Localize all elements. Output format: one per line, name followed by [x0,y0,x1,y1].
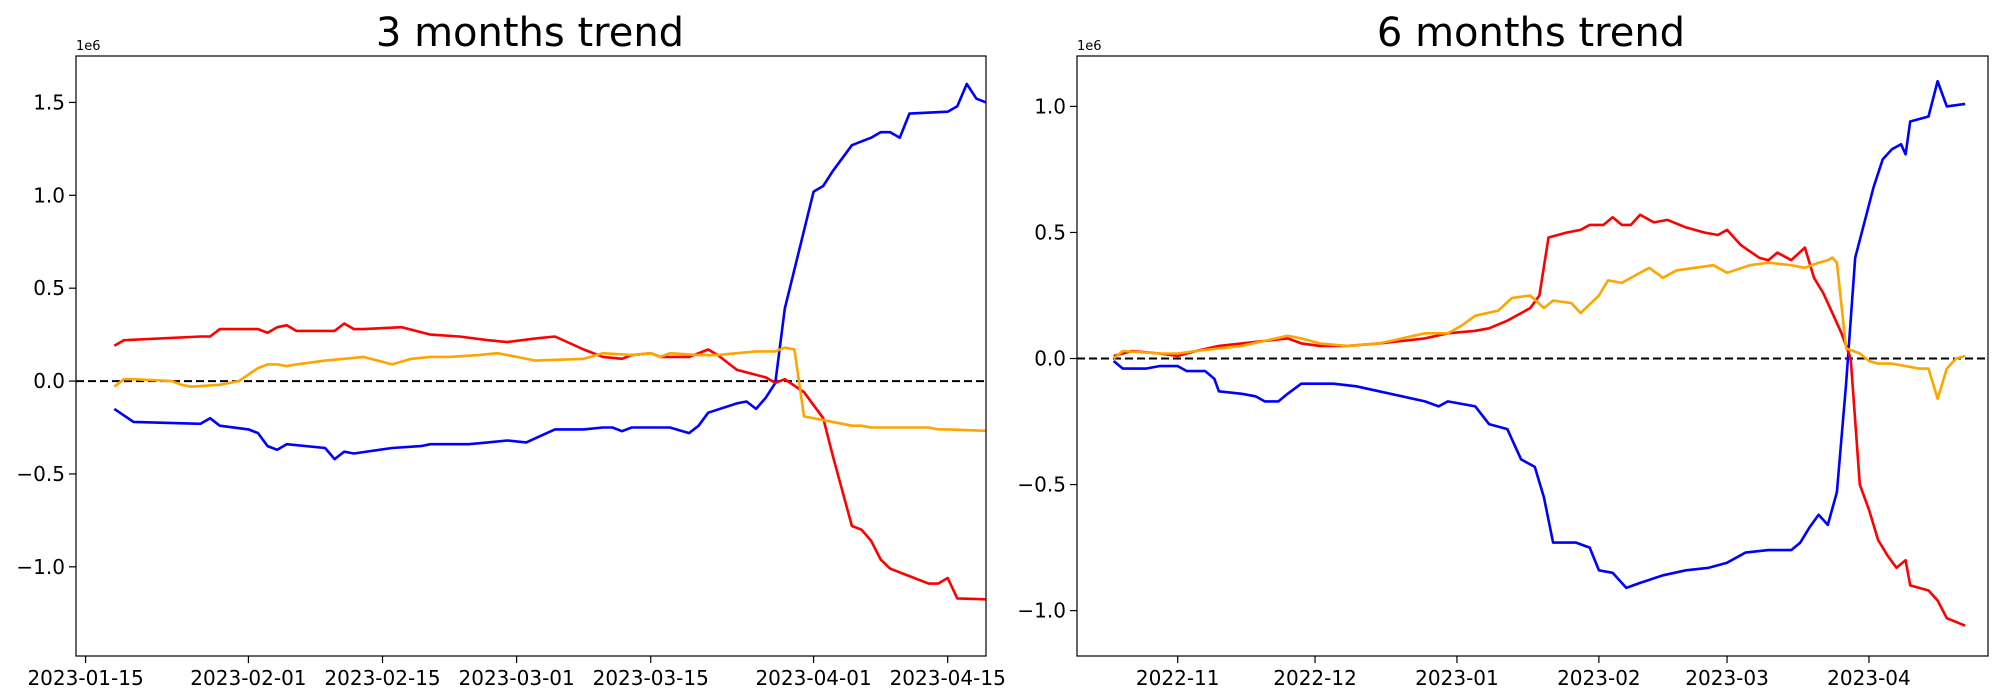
x-tick-label: 2023-04-15 [890,666,1006,690]
y-tick-label: 1.0 [33,183,65,207]
x-tick-label: 2023-03-15 [593,666,709,690]
y-tick-label: 0.5 [1034,220,1066,244]
plot-area: −1.0 −0.5 0.0 0.5 1.0 2022-11 2022-12 2023-01 20… [1017,55,1989,690]
x-tick-label: 2023-03-01 [459,666,575,690]
plot-frame [1076,55,1989,657]
y-tick-label: −1.0 [1017,599,1066,623]
series-line-3 [113,346,986,433]
y-tick-label: −0.5 [1017,473,1066,497]
y-tick-label: 1.5 [33,90,65,114]
x-tick-label: 2023-01 [1415,666,1499,690]
x-tick-label: 2023-03 [1685,666,1769,690]
series-line-1 [1112,79,1966,590]
y-tick-label: −1.0 [16,555,65,579]
y-tick-label: −0.5 [16,462,65,486]
x-tick-label: 2023-02 [1557,666,1641,690]
series-line-2 [113,322,986,601]
y-offset-label: 1e6 [1077,39,1102,54]
x-tick-label: 2022-11 [1136,666,1220,690]
x-tick-label: 2023-02-15 [324,666,440,690]
chart-title: 3 months trend [376,10,684,56]
chart-3-months: 3 months trend 1e6 −1.0 −0.5 0.0 0.5 1.0 1.5 2… [16,10,1006,690]
plot-frame [75,55,987,657]
series-line-2 [1113,213,1966,627]
y-tick-label: 0.0 [33,369,65,393]
y-tick-label: 1.0 [1034,94,1066,118]
x-tick-label: 2022-12 [1273,666,1357,690]
y-tick-label: 0.5 [33,276,65,300]
series-line-1 [113,82,986,461]
plot-area: −1.0 −0.5 0.0 0.5 1.0 1.5 2023-01-15 2023-02-01… [16,55,1006,690]
x-tick-label: 2023-01-15 [27,666,143,690]
chart-6-months: 6 months trend 1e6 −1.0 −0.5 0.0 0.5 1.0 2022… [1017,10,1989,690]
x-tick-label: 2023-02-01 [190,666,306,690]
y-tick-label: 0.0 [1034,347,1066,371]
chart-title: 6 months trend [1377,10,1685,56]
y-offset-label: 1e6 [76,39,101,54]
x-tick-label: 2023-04-01 [755,666,871,690]
series-line-3 [1112,256,1966,401]
x-tick-label: 2023-04 [1827,666,1911,690]
